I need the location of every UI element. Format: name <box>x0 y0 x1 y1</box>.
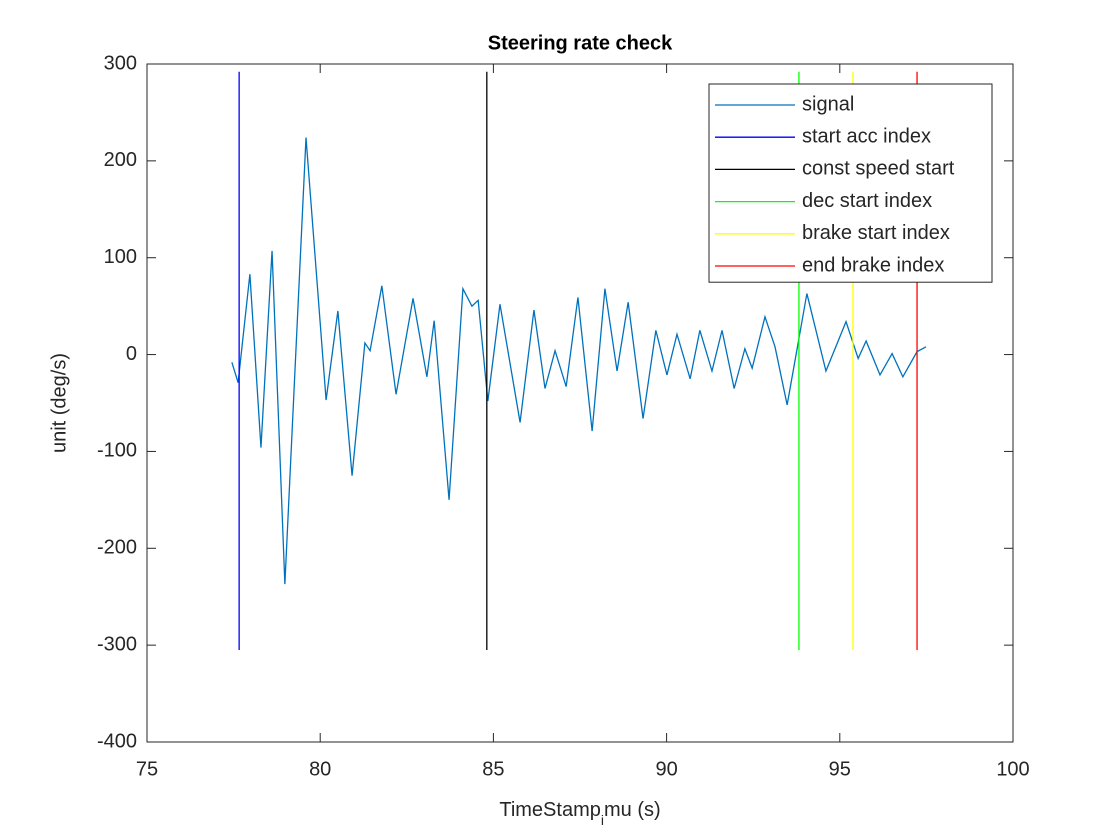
y-tick-label: -200 <box>97 537 137 559</box>
y-tick-label: -400 <box>97 730 137 752</box>
y-axis-label: unit (deg/s) <box>48 353 70 453</box>
x-tick-label: 90 <box>655 758 677 780</box>
x-tick-label: 75 <box>136 758 158 780</box>
x-tick-label: 100 <box>996 758 1029 780</box>
legend-label: const speed start <box>802 158 955 180</box>
chart-title: Steering rate check <box>488 32 673 54</box>
x-label-part: TimeStamp <box>499 799 601 821</box>
y-tick-label: 0 <box>126 343 137 365</box>
y-tick-label: -300 <box>97 633 137 655</box>
x-axis-label: TimeStampimu (s) <box>499 799 660 827</box>
legend-label: end brake index <box>802 254 944 276</box>
x-label-part: mu (s) <box>604 799 661 821</box>
legend-label: start acc index <box>802 125 931 147</box>
series-line <box>231 137 927 585</box>
y-tick-label: -100 <box>97 440 137 462</box>
y-tick-label: 100 <box>104 246 137 268</box>
legend-label: dec start index <box>802 190 932 212</box>
y-tick-label: 200 <box>104 149 137 171</box>
y-tick-label: 300 <box>104 52 137 74</box>
x-tick-label: 80 <box>309 758 331 780</box>
plot-frame <box>146 63 1014 743</box>
x-label-subscript: i <box>601 812 604 828</box>
legend-label: signal <box>802 93 854 115</box>
legend-label: brake start index <box>802 222 950 244</box>
legend-box <box>708 83 993 283</box>
x-tick-label: 95 <box>829 758 851 780</box>
x-tick-label: 85 <box>482 758 504 780</box>
